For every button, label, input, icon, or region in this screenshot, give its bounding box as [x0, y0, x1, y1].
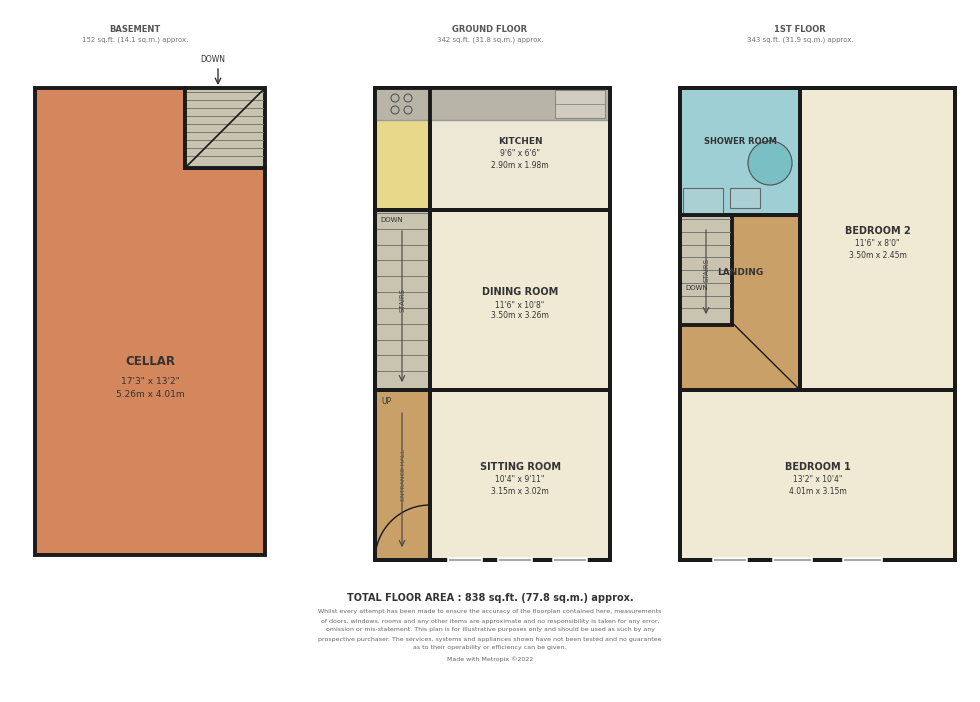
Text: DOWN: DOWN	[200, 55, 225, 65]
Text: 3.50m x 2.45m: 3.50m x 2.45m	[849, 251, 906, 260]
Text: 4.01m x 3.15m: 4.01m x 3.15m	[789, 486, 847, 496]
Bar	[185, 88, 265, 168]
Bar	[430, 390, 610, 560]
Text: 17'3" x 13'2": 17'3" x 13'2"	[121, 377, 179, 386]
Bar	[683, 188, 723, 216]
Text: 3.15m x 3.02m: 3.15m x 3.02m	[491, 486, 549, 496]
Text: prospective purchaser. The services, systems and appliances shown have not been : prospective purchaser. The services, sys…	[318, 637, 662, 642]
Text: 3.50m x 3.26m: 3.50m x 3.26m	[491, 312, 549, 321]
Bar	[800, 88, 955, 390]
Text: SHOWER ROOM: SHOWER ROOM	[704, 137, 776, 146]
Text: BEDROOM 2: BEDROOM 2	[845, 226, 910, 236]
Text: as to their operability or efficiency can be given.: as to their operability or efficiency ca…	[414, 646, 566, 651]
Bar	[730, 188, 760, 208]
Bar	[430, 210, 610, 390]
Bar	[680, 215, 800, 390]
Text: DOWN: DOWN	[380, 217, 403, 223]
Text: SITTING ROOM: SITTING ROOM	[479, 462, 561, 472]
Text: DOWN: DOWN	[685, 284, 708, 291]
Text: 343 sq.ft. (31.9 sq.m.) approx.: 343 sq.ft. (31.9 sq.m.) approx.	[747, 37, 854, 44]
Text: GROUND FLOOR: GROUND FLOOR	[453, 25, 527, 34]
Bar	[375, 390, 430, 560]
Bar	[375, 88, 430, 210]
Text: Made with Metropix ©2022: Made with Metropix ©2022	[447, 656, 533, 662]
Bar	[375, 210, 430, 390]
Text: CELLAR: CELLAR	[125, 355, 175, 368]
Text: LANDING: LANDING	[717, 268, 763, 277]
Bar	[680, 390, 955, 560]
Text: Whilst every attempt has been made to ensure the accuracy of the floorplan conta: Whilst every attempt has been made to en…	[318, 609, 662, 614]
Text: 11'6" x 8'0": 11'6" x 8'0"	[856, 239, 900, 249]
Bar	[375, 88, 610, 120]
Text: KITCHEN: KITCHEN	[498, 136, 542, 145]
Text: 342 sq.ft. (31.8 sq.m.) approx.: 342 sq.ft. (31.8 sq.m.) approx.	[437, 37, 543, 44]
Text: of doors, windows, rooms and any other items are approximate and no responsibili: of doors, windows, rooms and any other i…	[320, 618, 660, 623]
Text: 1ST FLOOR: 1ST FLOOR	[774, 25, 826, 34]
Text: 9'6" x 6'6": 9'6" x 6'6"	[500, 150, 540, 159]
Text: ENTRANCE HALL: ENTRANCE HALL	[401, 449, 406, 501]
Bar	[430, 88, 610, 210]
Text: BEDROOM 1: BEDROOM 1	[785, 462, 851, 472]
Polygon shape	[35, 88, 265, 555]
Text: TOTAL FLOOR AREA : 838 sq.ft. (77.8 sq.m.) approx.: TOTAL FLOOR AREA : 838 sq.ft. (77.8 sq.m…	[347, 593, 633, 603]
Circle shape	[748, 141, 792, 185]
Text: 10'4" x 9'11": 10'4" x 9'11"	[495, 475, 545, 484]
Text: 152 sq.ft. (14.1 sq.m.) approx.: 152 sq.ft. (14.1 sq.m.) approx.	[81, 37, 188, 44]
Text: 5.26m x 4.01m: 5.26m x 4.01m	[116, 390, 184, 399]
Text: STAIRS: STAIRS	[703, 258, 709, 282]
Text: DINING ROOM: DINING ROOM	[482, 287, 559, 297]
Text: 13'2" x 10'4": 13'2" x 10'4"	[793, 475, 842, 484]
Text: BASEMENT: BASEMENT	[110, 25, 161, 34]
Text: STAIRS: STAIRS	[399, 288, 405, 312]
Bar	[555, 90, 605, 118]
Text: 2.90m x 1.98m: 2.90m x 1.98m	[491, 161, 549, 169]
Text: 11'6" x 10'8": 11'6" x 10'8"	[495, 300, 545, 310]
Text: UP: UP	[381, 397, 391, 406]
Text: omission or mis-statement. This plan is for illustrative purposes only and shoul: omission or mis-statement. This plan is …	[325, 628, 655, 633]
Bar	[680, 215, 732, 325]
Bar	[680, 88, 800, 215]
